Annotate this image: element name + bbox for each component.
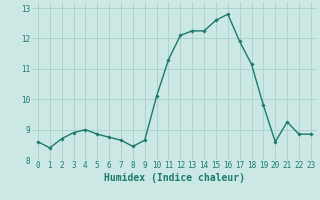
X-axis label: Humidex (Indice chaleur): Humidex (Indice chaleur) (104, 173, 245, 183)
